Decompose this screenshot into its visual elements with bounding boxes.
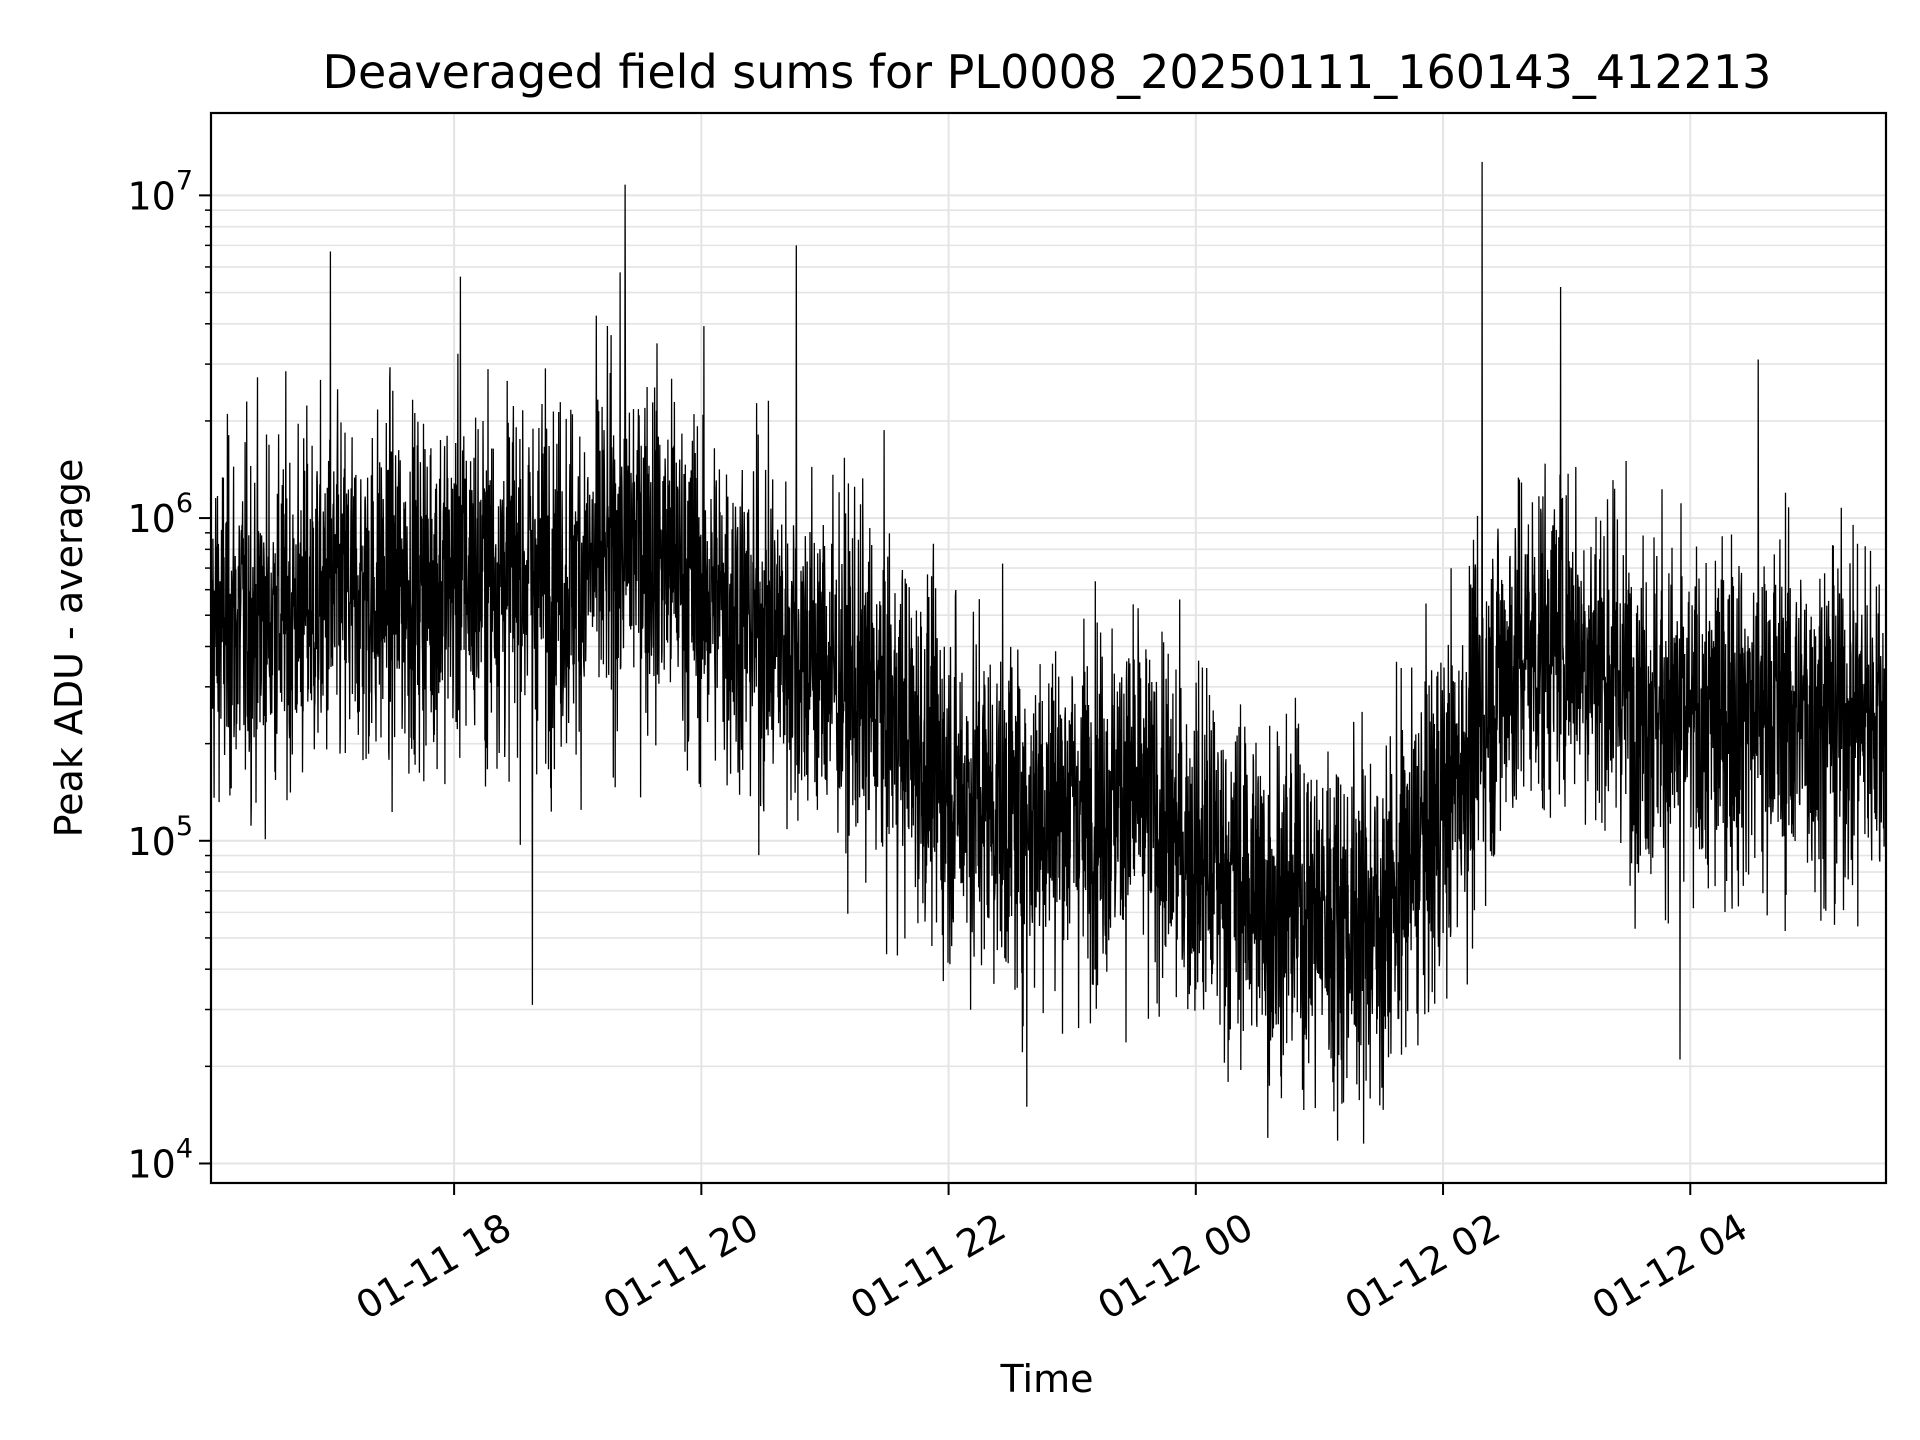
axes-frame bbox=[209, 111, 1888, 1185]
series-line bbox=[210, 161, 1887, 1144]
y-tick-label: 105 bbox=[127, 811, 193, 864]
y-axis-label: Peak ADU - average bbox=[47, 459, 91, 838]
y-tick-label: 106 bbox=[127, 488, 193, 541]
chart-title: Deaveraged field sums for PL0008_2025011… bbox=[323, 45, 1772, 99]
plot-area bbox=[210, 161, 1887, 1144]
x-axis-label: Time bbox=[1000, 1357, 1094, 1401]
y-tick-label: 104 bbox=[127, 1133, 193, 1186]
y-tick-label: 107 bbox=[127, 165, 193, 218]
y-axis-ticks: 104 105 106 107 bbox=[127, 165, 211, 1186]
